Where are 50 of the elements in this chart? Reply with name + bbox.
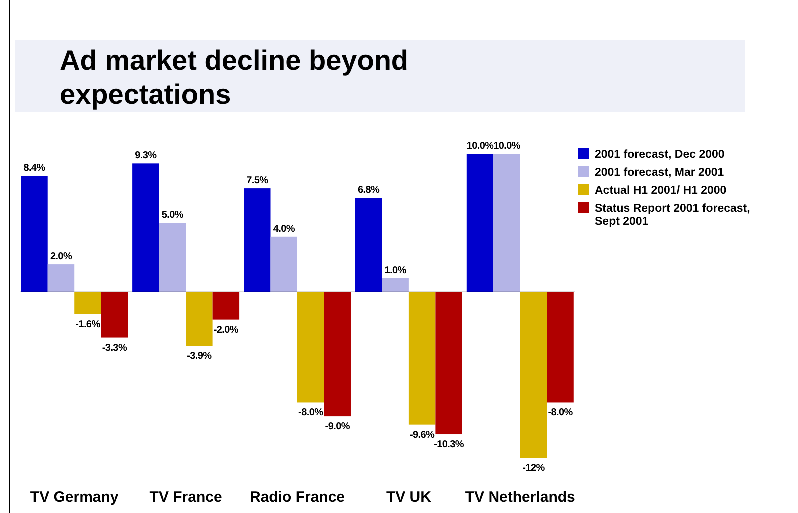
bar (244, 188, 271, 292)
data-label: -9.6% (410, 430, 436, 441)
x-tick-label: TV France (150, 489, 222, 506)
bar (520, 292, 548, 458)
bar (355, 198, 382, 292)
chart-title: Ad market decline beyond expectations (60, 45, 409, 110)
legend-label: Status Report 2001 forecast, Sept 2001 (595, 203, 750, 228)
data-label: -2.0% (214, 324, 239, 336)
data-label: 6.8% (358, 185, 380, 196)
bar (298, 292, 324, 403)
bar (74, 292, 102, 314)
data-label: 9.3% (135, 150, 158, 162)
data-label: 4.0% (273, 224, 296, 235)
legend-label: 2001 forecast, Mar 2001 (595, 167, 725, 179)
bar (48, 264, 75, 292)
data-label: -10.3% (434, 440, 464, 451)
data-label: 7.5% (246, 176, 269, 187)
x-tick-label: TV Germany (30, 489, 120, 506)
bar (324, 292, 351, 417)
data-label: 1.0% (384, 265, 407, 276)
bar (132, 164, 160, 292)
bar (436, 292, 462, 435)
data-label: 10.0% (494, 141, 521, 152)
bar (159, 223, 186, 292)
data-label: -3.9% (187, 351, 212, 362)
bar (101, 292, 128, 338)
data-label: 8.4% (24, 163, 46, 174)
bar (494, 154, 520, 292)
bar (547, 292, 574, 403)
bar (408, 292, 436, 425)
bar (270, 236, 298, 292)
bar (186, 292, 213, 346)
bar (466, 154, 494, 292)
bar (212, 292, 240, 320)
data-label: 2.0% (50, 252, 72, 263)
data-label: -9.0% (325, 422, 350, 433)
data-label: -12% (522, 463, 546, 474)
data-label: -1.6% (76, 319, 101, 330)
x-tick-label: TV UK (386, 489, 432, 506)
x-tick-label: Radio France (250, 489, 346, 506)
data-label: -8.0% (548, 408, 574, 419)
data-label: -8.0% (298, 408, 324, 419)
x-tick-label: TV Netherlands (465, 489, 576, 506)
legend-label: Actual H1 2001/ H1 2000 (595, 185, 727, 197)
data-label: 10.0% (466, 141, 494, 152)
legend-label: 2001 forecast, Dec 2000 (595, 149, 725, 161)
data-label: -3.3% (102, 342, 128, 354)
bar (382, 278, 409, 292)
bar (21, 176, 48, 292)
data-label: 5.0% (162, 210, 184, 222)
